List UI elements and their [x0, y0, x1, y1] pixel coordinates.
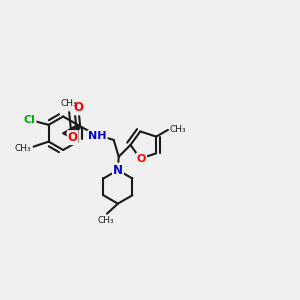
Text: O: O — [74, 101, 83, 115]
Text: CH₃: CH₃ — [97, 216, 114, 225]
Text: CH₃: CH₃ — [61, 100, 77, 109]
Text: O: O — [68, 131, 78, 144]
Text: O: O — [137, 154, 146, 164]
Text: CH₃: CH₃ — [169, 125, 186, 134]
Text: Cl: Cl — [24, 115, 36, 125]
Text: N: N — [113, 164, 123, 177]
Text: NH: NH — [88, 131, 107, 141]
Text: CH₃: CH₃ — [14, 144, 31, 153]
